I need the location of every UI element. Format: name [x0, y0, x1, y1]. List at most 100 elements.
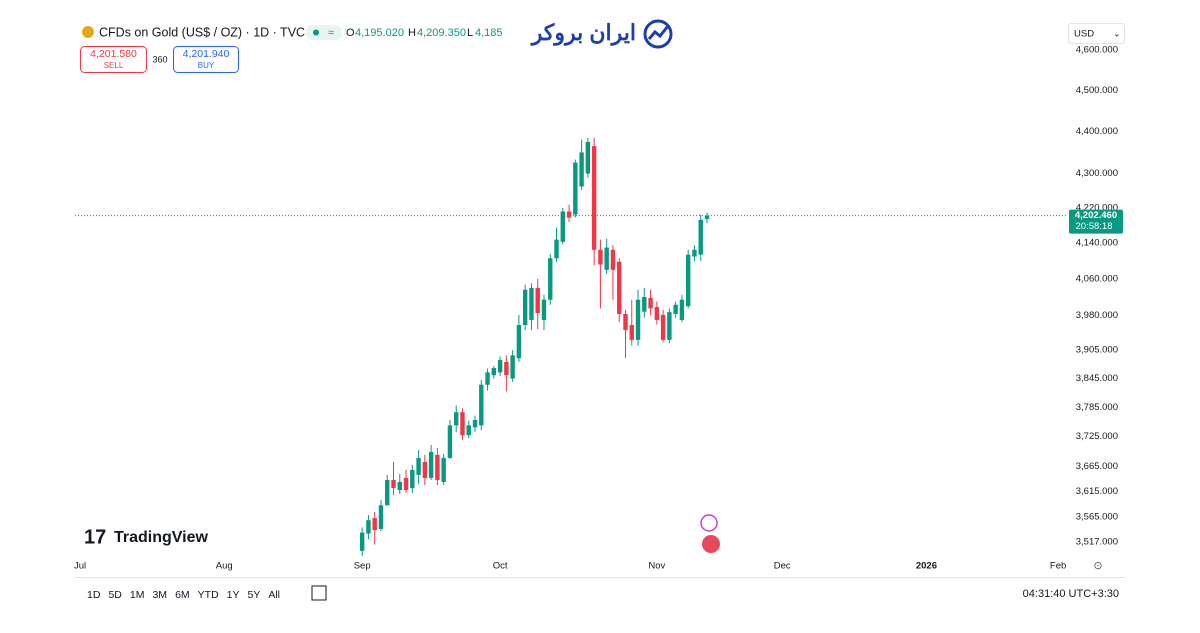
y-tick-label: 4,060.000 — [1076, 273, 1118, 284]
range-button[interactable]: 1Y — [227, 589, 240, 601]
candle-body — [673, 304, 678, 314]
x-tick-label: Feb — [1050, 561, 1066, 572]
last-price-box — [1069, 209, 1123, 234]
candle-body — [642, 297, 647, 312]
candle-body — [403, 477, 409, 491]
candle-body — [460, 412, 465, 436]
range-button[interactable]: 3M — [152, 589, 167, 601]
candle-body — [472, 420, 478, 428]
candle-body — [585, 141, 591, 174]
clock: 04:31:40 UTC+3:30 — [1023, 588, 1119, 600]
candle-body — [660, 314, 666, 340]
candle-body — [635, 299, 641, 340]
sell-price: 4,201.580 — [90, 48, 137, 60]
y-tick-label: 3,905.000 — [1076, 345, 1118, 356]
candle-body — [454, 412, 459, 426]
sell-label: SELL — [104, 61, 124, 70]
candle-body — [698, 219, 703, 255]
candle-body — [541, 299, 547, 320]
range-button[interactable]: 1M — [130, 589, 145, 601]
candle-body — [428, 451, 434, 478]
x-tick-label: Nov — [648, 561, 665, 572]
watermark-icon: 17 — [84, 526, 106, 548]
candle-body — [573, 162, 578, 215]
last-price-label: 4,202.460 — [1075, 210, 1117, 221]
open-label: O — [346, 27, 355, 39]
candle-body — [378, 505, 384, 529]
symbol-title: CFDs on Gold (US$ / OZ) · 1D · TVC — [99, 25, 305, 39]
candle-body — [554, 239, 559, 259]
candle-body — [497, 360, 503, 373]
buy-label: BUY — [198, 61, 215, 70]
candle-body — [491, 368, 497, 376]
low-value: 4,185 — [475, 27, 503, 39]
candle-body — [685, 254, 691, 307]
x-tick-label: Jul — [74, 561, 86, 572]
range-button[interactable]: YTD — [198, 589, 219, 601]
candle-body — [617, 261, 622, 314]
spread: 360 — [152, 54, 167, 64]
status-wave: ≈ — [328, 27, 334, 39]
candle-body — [604, 247, 609, 270]
candle-body — [598, 249, 603, 265]
candle-body — [529, 287, 534, 320]
candle-body — [654, 307, 660, 320]
candle-body — [385, 479, 390, 506]
watermark: TradingView — [114, 529, 209, 546]
candle-body — [359, 532, 365, 551]
y-tick-label: 3,615.000 — [1076, 486, 1118, 497]
range-button[interactable]: All — [268, 589, 280, 601]
sell-button[interactable] — [80, 46, 147, 73]
y-tick-label: 3,785.000 — [1076, 402, 1118, 413]
symbol-icon — [82, 26, 94, 38]
currency-caret: ⌄ — [1113, 28, 1121, 38]
candle-body — [704, 215, 710, 219]
candle-body — [466, 425, 471, 436]
buy-button[interactable] — [173, 46, 239, 73]
date-range-icon[interactable] — [311, 585, 327, 601]
candle-body — [648, 297, 653, 309]
candle-body — [692, 249, 697, 257]
candle-body — [522, 289, 528, 326]
y-tick-label: 4,300.000 — [1076, 168, 1118, 179]
y-tick-label: 3,845.000 — [1076, 373, 1118, 384]
y-tick-label: 4,220.000 — [1076, 203, 1118, 214]
status-pill — [306, 25, 342, 40]
x-tick-label: Sep — [354, 561, 371, 572]
candle-body — [422, 461, 428, 478]
candle-body — [435, 454, 440, 480]
high-value: 4,209.350 — [417, 27, 466, 39]
candle-body — [566, 211, 572, 218]
currency-select[interactable] — [1068, 23, 1125, 44]
range-button[interactable]: 5D — [108, 589, 122, 601]
countdown: 20:58:18 — [1076, 221, 1113, 232]
y-tick-label: 4,400.000 — [1076, 126, 1118, 137]
candle-body — [410, 469, 415, 489]
candle-body — [560, 211, 565, 242]
event-flag[interactable] — [702, 535, 720, 553]
range-button[interactable]: 1D — [87, 589, 101, 601]
candle-body — [623, 313, 628, 331]
candle-body — [366, 520, 371, 534]
candle-body — [504, 361, 509, 376]
candle-body — [535, 287, 540, 314]
y-tick-label: 3,665.000 — [1076, 461, 1118, 472]
range-button[interactable]: 5Y — [248, 589, 261, 601]
currency: USD — [1074, 29, 1094, 40]
candle-body — [548, 258, 553, 300]
brand-text: ایران بروکر — [530, 20, 636, 46]
buy-price: 4,201.940 — [183, 48, 230, 60]
candle-body — [441, 457, 446, 482]
x-tick-label: Oct — [493, 561, 508, 572]
high-label: H — [408, 27, 416, 39]
candle-body — [397, 481, 402, 491]
settings-icon[interactable]: ⊙ — [1093, 560, 1102, 572]
range-button[interactable]: 6M — [175, 589, 190, 601]
y-tick-label: 3,980.000 — [1076, 310, 1118, 321]
candle-body — [679, 299, 685, 320]
event-icon[interactable] — [700, 514, 718, 532]
x-tick-label: Aug — [216, 561, 233, 572]
y-tick-label: 4,600.000 — [1076, 45, 1118, 56]
candle-body — [510, 355, 515, 379]
